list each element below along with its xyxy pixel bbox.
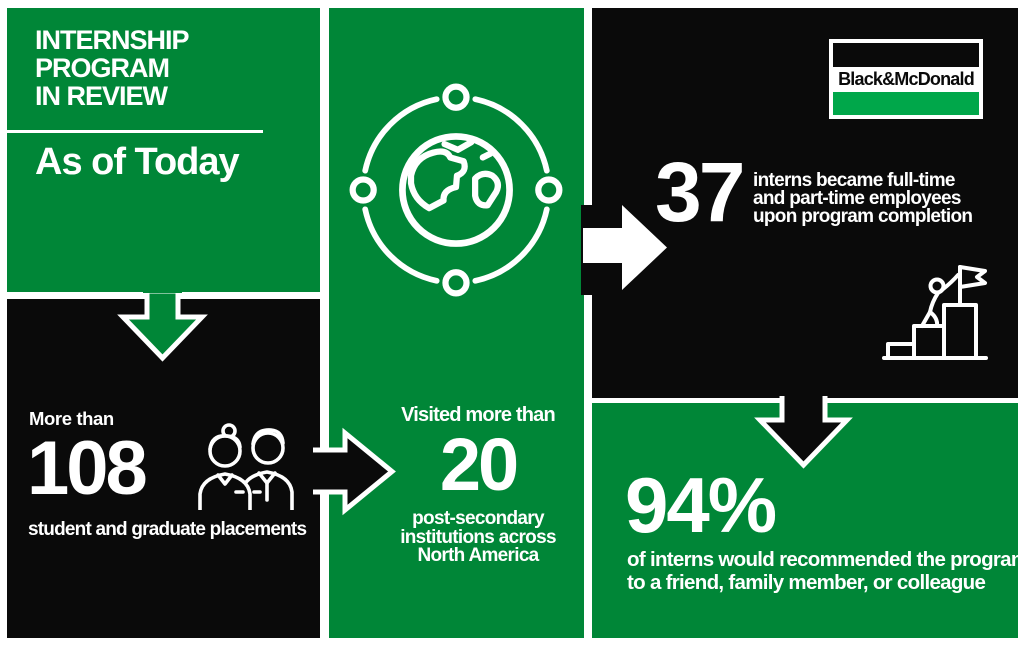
right-arrow-black [304,427,396,516]
down-arrow-green [117,287,208,362]
black-and-mcdonald-logo: Black&McDonald [829,39,983,119]
logo-black-band [833,43,979,67]
page-subtitle: As of Today [35,141,240,183]
employees-value: 37 [655,145,745,239]
logo-text: Black&McDonald [838,69,975,89]
employees-caption: interns became full-time and part-time e… [753,170,973,227]
goal-climb-icon [882,265,988,360]
right-arrow-white [581,205,667,295]
placements-value: 108 [27,426,148,511]
logo-green-band [833,92,979,115]
panel-title [7,8,320,292]
placements-prefix: More than [29,408,114,429]
institutions-value: 20 [439,423,519,506]
page-title: INTERNSHIP PROGRAM IN REVIEW [35,25,190,111]
recommendation-value: 94% [625,461,777,549]
institutions-caption: post-secondary institutions across North… [400,508,556,566]
institutions-prefix: Visited more than [401,404,556,426]
panel-institutions [329,8,584,638]
placements-caption: student and graduate placements [28,519,307,540]
two-interns-icon [198,423,294,510]
globe-orbit-icon [349,83,563,297]
logo-text-band: Black&McDonald [833,67,979,92]
recommendation-caption: of interns would recommended the program… [627,548,1024,594]
down-arrow-black [754,389,853,469]
title-divider [7,130,263,133]
